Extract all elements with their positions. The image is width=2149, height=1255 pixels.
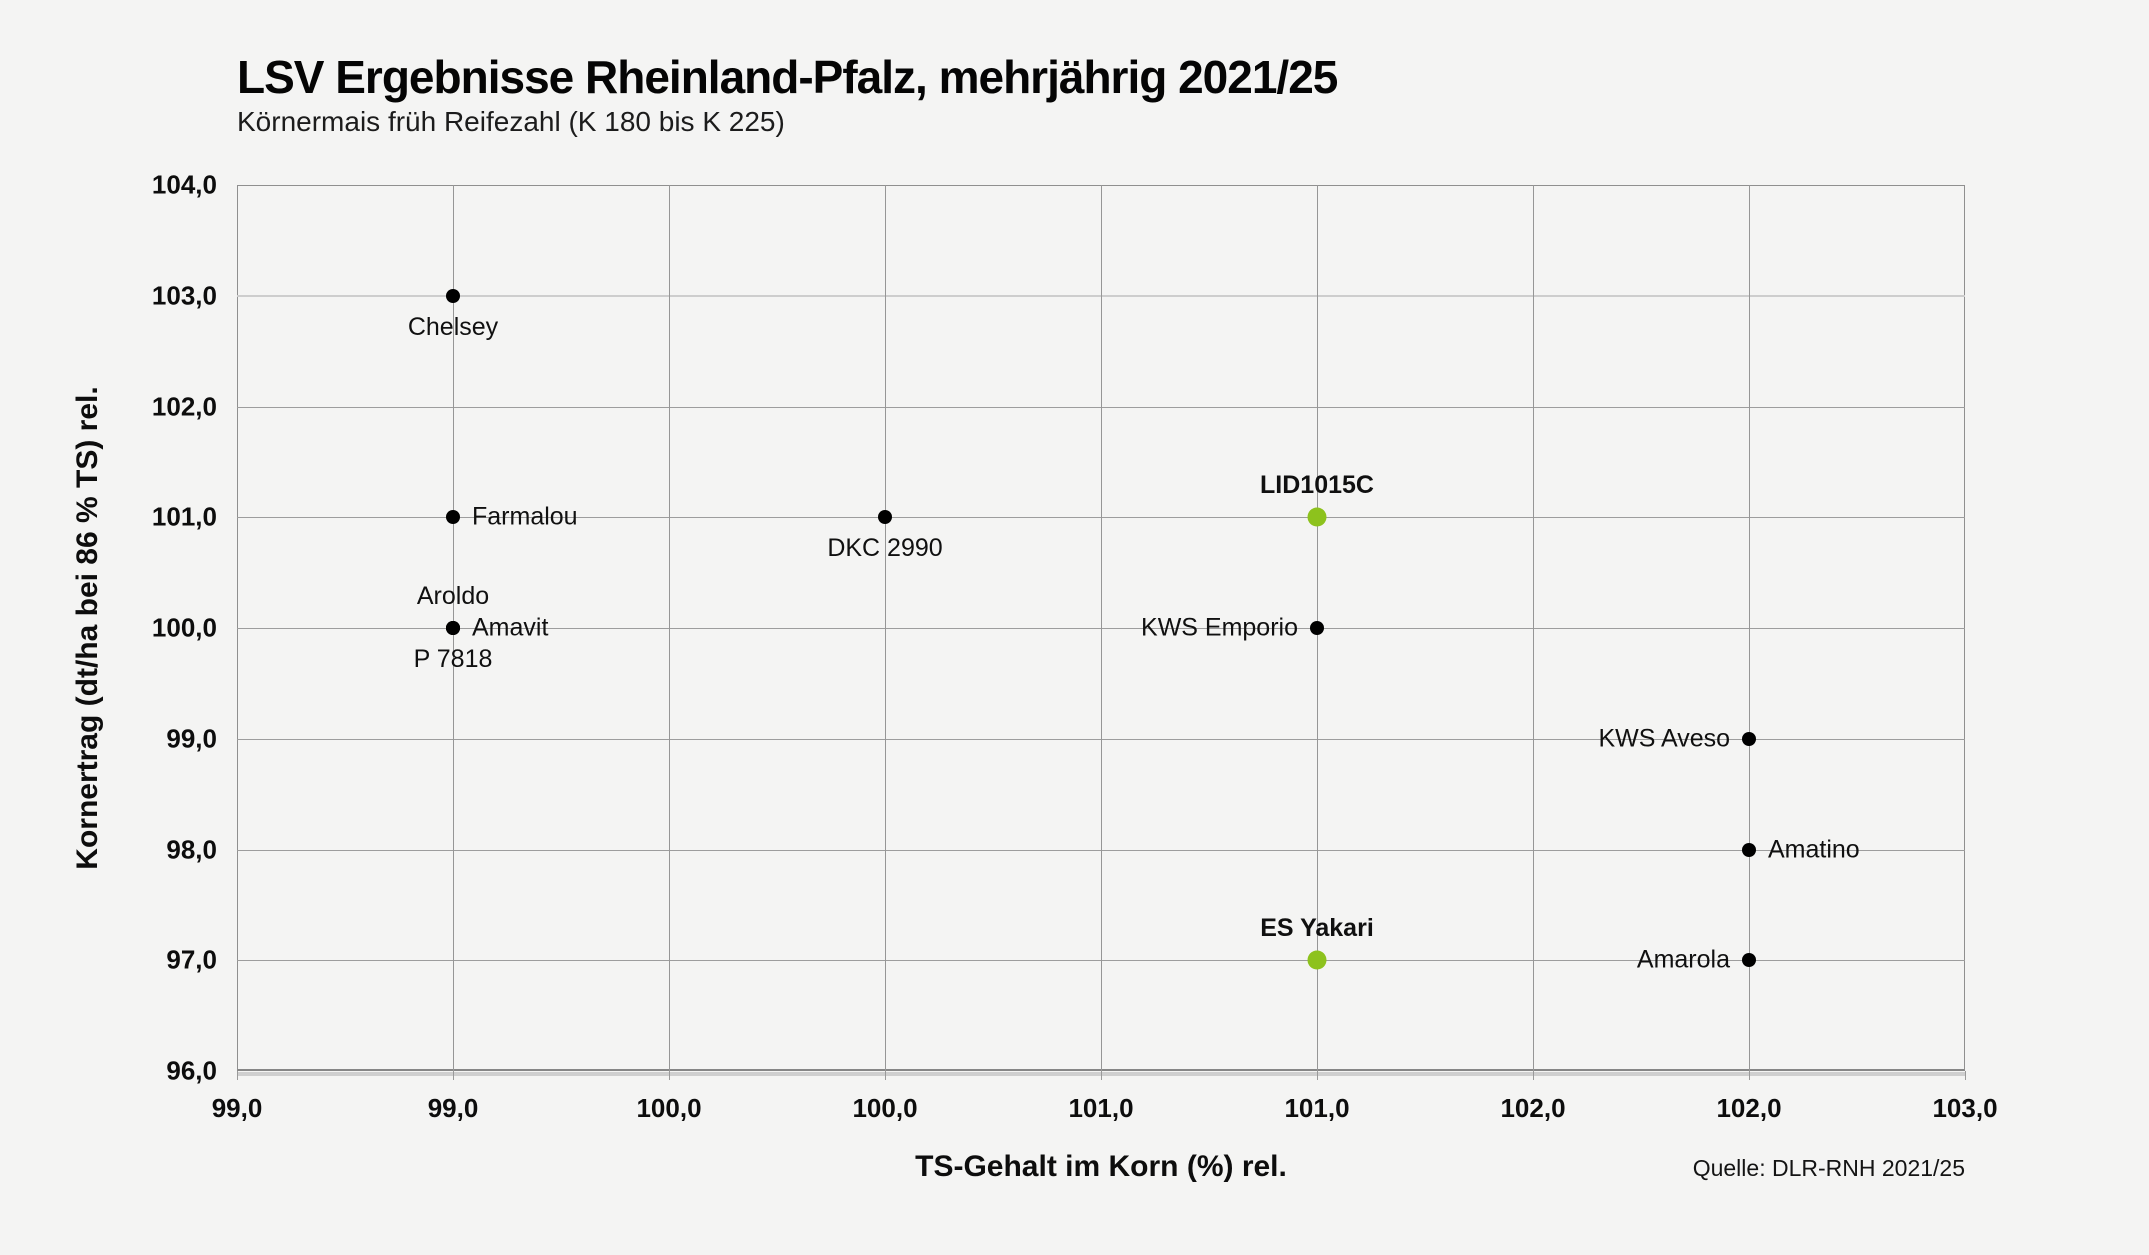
x-tick-label: 100,0 (852, 1093, 918, 1123)
point-label: Amavit (472, 613, 549, 642)
y-tick-label: 98,0 (166, 834, 217, 864)
y-tick-label: 102,0 (151, 391, 217, 421)
v-gridline (1101, 185, 1102, 1071)
point-label: Farmalou (472, 502, 578, 531)
chart-subtitle: Körnermais früh Reifezahl (K 180 bis K 2… (237, 106, 785, 137)
y-tick-label: 97,0 (166, 944, 217, 975)
v-gridline (885, 185, 886, 1071)
x-tick-label: 102,0 (1716, 1093, 1782, 1123)
data-point (1307, 950, 1327, 970)
point-label: KWS Aveso (1598, 724, 1730, 753)
y-tick-label: 103,0 (151, 280, 217, 311)
x-tick-mark (885, 1071, 886, 1080)
x-tick-mark (1965, 1071, 1966, 1080)
data-point (446, 288, 460, 303)
point-label: LID1015C (1260, 471, 1374, 500)
x-tick-mark (669, 1071, 670, 1080)
y-tick-label: 96,0 (166, 1055, 217, 1086)
x-tick-label: 101,0 (1284, 1093, 1350, 1123)
data-point (878, 510, 892, 525)
y-tick-label: 104,0 (151, 169, 217, 200)
v-gridline (669, 185, 670, 1071)
x-tick-label: 99,0 (427, 1093, 479, 1123)
point-label: Chelsey (407, 312, 499, 341)
x-axis-title: TS-Gehalt im Korn (%) rel. (915, 1150, 1287, 1183)
x-tick-mark (1101, 1071, 1102, 1080)
data-point (1742, 842, 1756, 857)
x-tick-label: 101,0 (1068, 1093, 1134, 1123)
x-tick-mark (1317, 1071, 1318, 1080)
v-gridline (1749, 185, 1750, 1071)
data-point (1742, 953, 1756, 968)
y-tick-label: 100,0 (151, 612, 217, 643)
point-label: KWS Emporio (1141, 613, 1298, 642)
point-label: ES Yakari (1260, 914, 1374, 943)
source-note: Quelle: DLR-RNH 2021/25 (1692, 1155, 1965, 1181)
x-tick-mark (453, 1071, 454, 1080)
point-label: Amatino (1768, 835, 1860, 863)
x-tick-label: 99,0 (211, 1093, 263, 1123)
point-label: Amarola (1636, 945, 1730, 974)
v-gridline (1533, 185, 1534, 1071)
x-tick-mark (1749, 1071, 1750, 1080)
y-tick-label: 101,0 (151, 501, 217, 532)
x-tick-mark (237, 1071, 238, 1080)
point-label: P 7818 (413, 645, 493, 673)
data-point (446, 510, 460, 525)
data-point (1742, 731, 1756, 746)
point-label: Aroldo (416, 582, 490, 610)
point-label: DKC 2990 (827, 534, 943, 563)
y-tick-label: 99,0 (166, 723, 217, 754)
x-tick-label: 100,0 (636, 1093, 702, 1123)
x-tick-label: 102,0 (1500, 1093, 1566, 1123)
data-point (1307, 507, 1327, 527)
x-tick-mark (1533, 1071, 1534, 1080)
data-point (1310, 621, 1324, 635)
data-point (446, 621, 460, 635)
x-tick-label: 103,0 (1932, 1093, 1998, 1123)
chart-title: LSV Ergebnisse Rheinland-Pfalz, mehrjähr… (237, 51, 1338, 103)
